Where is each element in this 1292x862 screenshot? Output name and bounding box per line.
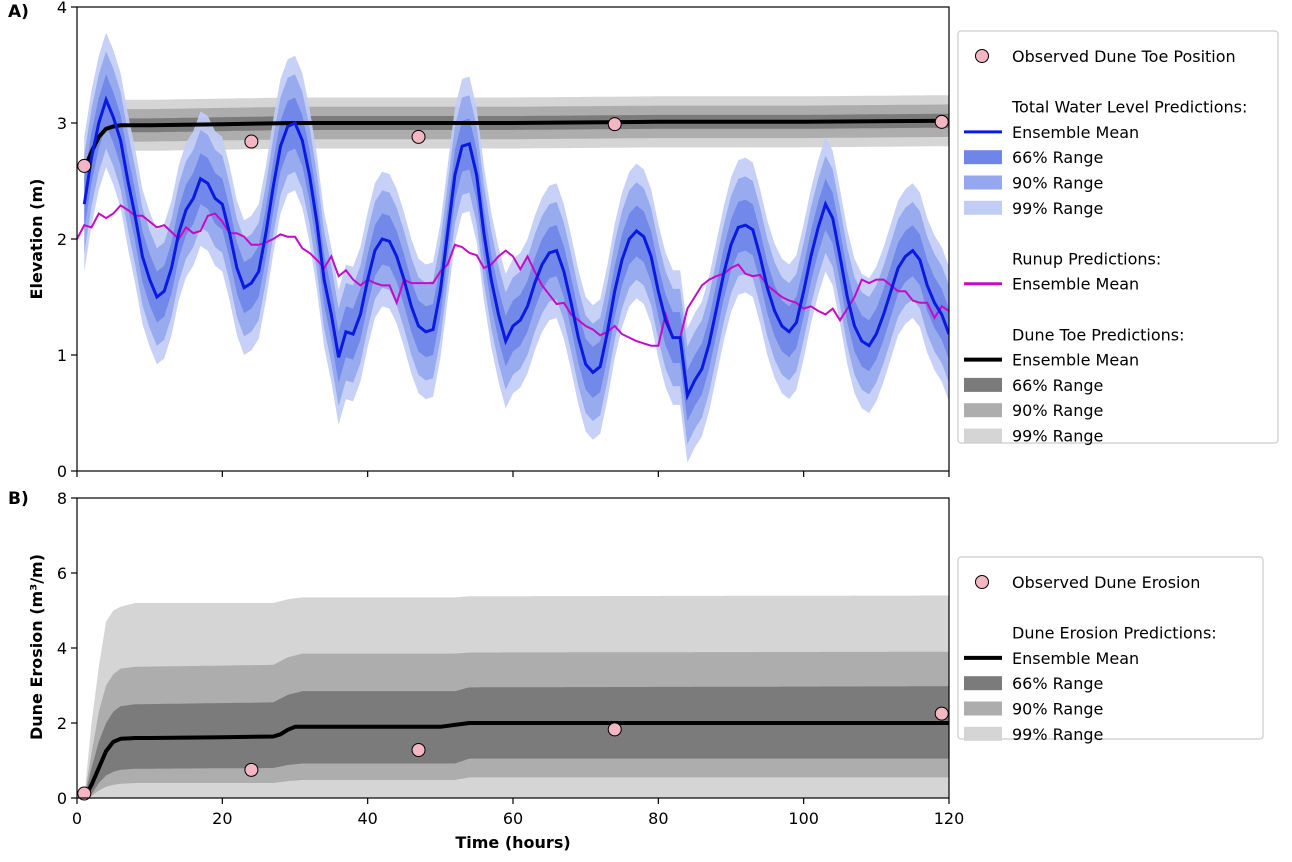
panel-a-label: A)	[8, 2, 29, 22]
panel-b-x-tick-label: 80	[648, 809, 668, 828]
panel-b-y-tick-label: 8	[57, 489, 67, 508]
panel-a-legend-label: 99% Range	[1012, 199, 1103, 218]
panel-a-legend-label: Total Water Level Predictions:	[1011, 98, 1247, 117]
observed-dune-erosion-point	[411, 743, 426, 757]
panel-b-x-tick-label: 0	[72, 809, 82, 828]
observed-dune-erosion-point	[607, 722, 622, 737]
panel-b-lines	[82, 721, 949, 798]
panel-b-x-tick-label: 60	[503, 809, 523, 828]
erosion-mean-line	[82, 721, 949, 798]
panel-a-y-tick-label: 2	[57, 230, 67, 249]
panel-a-y-tick-label: 0	[57, 462, 67, 481]
twl-mean-line	[82, 95, 949, 401]
panel-b-legend-box	[957, 556, 1264, 740]
panel-a-y-axis-title: Elevation (m)	[27, 179, 46, 300]
observed-dune-toe-point	[244, 134, 259, 149]
panel-b-x-tick-label: 100	[788, 809, 819, 828]
panel-b-y-tick-label: 0	[57, 789, 67, 808]
observed-dune-toe-point	[411, 129, 426, 144]
panel-a-legend: Observed Dune Toe Position Total Water Le…	[957, 30, 1279, 446]
panel-a-legend-label: 99% Range	[1012, 427, 1103, 446]
panel-b-label: B)	[8, 489, 29, 509]
panel-b-legend-patch-swatch	[964, 726, 1002, 741]
panel-b-legend-label: Observed Dune Erosion	[1012, 573, 1200, 592]
observed-dune-toe-point	[934, 114, 949, 129]
panel-a-legend-label: 66% Range	[1012, 376, 1103, 395]
panel-b-observed-points	[77, 706, 949, 801]
panel-b-y-tick-label: 6	[57, 564, 67, 583]
panel-b-x-axis-title: Time (hours)	[455, 833, 570, 852]
panel-b-x-tick-label: 40	[357, 809, 377, 828]
observed-dune-toe-point	[77, 158, 92, 173]
panel-a-legend-patch-swatch	[964, 200, 1002, 215]
panel-b-y-axis-title: Dune Erosion (m³/m)	[27, 554, 46, 740]
panel-b-legend-patch-swatch	[964, 676, 1002, 691]
twl-band-66	[84, 74, 949, 422]
panel-b-legend-patch-swatch	[964, 701, 1002, 716]
panel-a-elevation-chart: A) Elevation (m) 0 1 2 3 4 Observed Dune Toe…	[8, 0, 1279, 481]
panel-b-legend-label: 66% Range	[1012, 674, 1103, 693]
observed-dune-toe-point	[607, 117, 622, 132]
panel-a-legend-label: Observed Dune Toe Position	[1012, 47, 1236, 66]
panel-b-legend-label: 90% Range	[1012, 700, 1103, 719]
panel-a-axes: 0 1 2 3 4	[57, 0, 950, 481]
panel-b-y-tick-label: 4	[57, 639, 67, 658]
panel-a-legend-box	[957, 30, 1279, 444]
panel-a-observed-points	[77, 114, 949, 173]
panel-a-legend-label: 90% Range	[1012, 401, 1103, 420]
panel-a-y-tick-label: 4	[57, 0, 67, 17]
panel-a-legend-label: Runup Predictions:	[1012, 249, 1161, 268]
panel-a-legend-patch-swatch	[964, 377, 1002, 392]
panel-b-legend-marker-swatch	[975, 575, 989, 589]
panel-a-legend-patch-swatch	[964, 403, 1002, 418]
panel-a-range-bands	[84, 32, 949, 463]
panel-a-legend-patch-swatch	[964, 175, 1002, 190]
observed-dune-erosion-point	[244, 762, 259, 777]
panel-a-legend-label: 66% Range	[1012, 148, 1103, 167]
panel-a-legend-label: Ensemble Mean	[1012, 351, 1139, 370]
erosion-band-66	[84, 686, 949, 798]
panel-a-legend-label: Ensemble Mean	[1012, 123, 1139, 142]
panel-b-legend-label: Ensemble Mean	[1012, 649, 1139, 668]
panel-b-legend-label: 99% Range	[1012, 725, 1103, 744]
panel-b-legend-label: Dune Erosion Predictions:	[1012, 624, 1217, 643]
panel-b-legend: Observed Dune Erosion Dune Erosion Predic…	[957, 556, 1264, 744]
panel-a-y-tick-label: 1	[57, 346, 67, 365]
panel-b-x-tick-label: 20	[212, 809, 232, 828]
panel-b-y-tick-label: 2	[57, 714, 67, 733]
panel-a-legend-label: 90% Range	[1012, 174, 1103, 193]
panel-a-legend-label: Dune Toe Predictions:	[1012, 325, 1185, 344]
panel-a-legend-patch-swatch	[964, 150, 1002, 165]
panel-a-legend-marker-swatch	[975, 49, 989, 63]
panel-b-range-bands	[84, 595, 949, 798]
observed-dune-erosion-point	[77, 786, 92, 801]
runup-mean-line	[77, 204, 949, 347]
observed-dune-erosion-point	[934, 706, 949, 721]
panel-a-y-tick-label: 3	[57, 114, 67, 133]
panel-a-legend-patch-swatch	[964, 428, 1002, 443]
panel-b-x-tick-label: 120	[934, 809, 965, 828]
panel-a-legend-label: Ensemble Mean	[1012, 275, 1139, 294]
panel-b-erosion-chart: B) Dune Erosion (m³/m) Time (hours) 0 2 4 6…	[8, 489, 1264, 852]
